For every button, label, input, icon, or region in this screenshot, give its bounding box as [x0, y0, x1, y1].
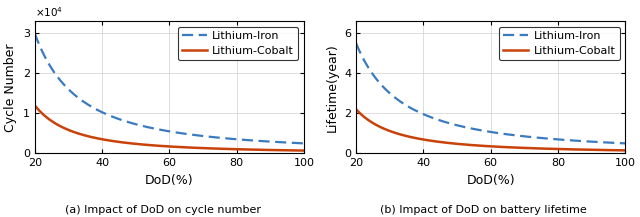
Legend: Lithium-Iron, Lithium-Cobalt: Lithium-Iron, Lithium-Cobalt [178, 27, 298, 60]
Text: (a) Impact of DoD on cycle number: (a) Impact of DoD on cycle number [65, 205, 261, 215]
Y-axis label: Lifetime(year): Lifetime(year) [326, 43, 339, 132]
Text: $\times 10^4$: $\times 10^4$ [35, 5, 63, 19]
Y-axis label: Cycle Number: Cycle Number [4, 43, 17, 132]
Legend: Lithium-Iron, Lithium-Cobalt: Lithium-Iron, Lithium-Cobalt [499, 27, 620, 60]
Text: (b) Impact of DoD on battery lifetime: (b) Impact of DoD on battery lifetime [380, 205, 587, 215]
X-axis label: DoD(%): DoD(%) [467, 174, 515, 187]
X-axis label: DoD(%): DoD(%) [145, 174, 194, 187]
